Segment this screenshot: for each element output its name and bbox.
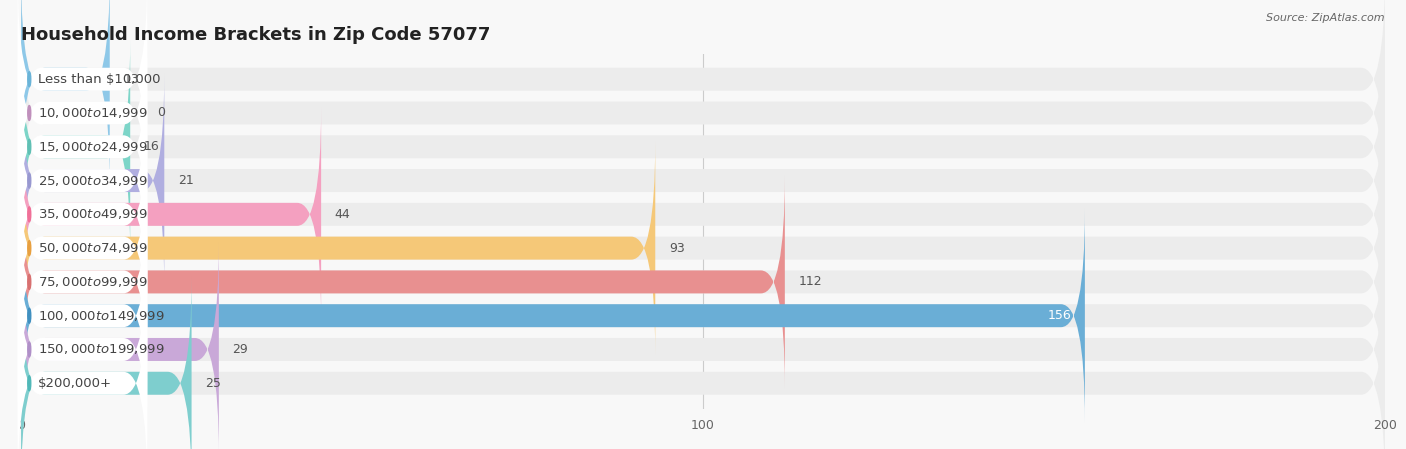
Circle shape	[28, 72, 31, 87]
Circle shape	[28, 342, 31, 357]
Text: $15,000 to $24,999: $15,000 to $24,999	[38, 140, 148, 154]
FancyBboxPatch shape	[18, 108, 148, 321]
Text: $10,000 to $14,999: $10,000 to $14,999	[38, 106, 148, 120]
Text: $35,000 to $49,999: $35,000 to $49,999	[38, 207, 148, 221]
Text: 44: 44	[335, 208, 350, 221]
Text: 156: 156	[1047, 309, 1071, 322]
FancyBboxPatch shape	[21, 0, 1385, 186]
Text: 112: 112	[799, 275, 823, 288]
Text: $25,000 to $34,999: $25,000 to $34,999	[38, 174, 148, 188]
Text: $50,000 to $74,999: $50,000 to $74,999	[38, 241, 148, 255]
FancyBboxPatch shape	[18, 74, 148, 287]
FancyBboxPatch shape	[21, 209, 1085, 423]
FancyBboxPatch shape	[21, 6, 1385, 220]
FancyBboxPatch shape	[18, 175, 148, 389]
Text: Less than $10,000: Less than $10,000	[38, 73, 160, 86]
Circle shape	[28, 241, 31, 255]
FancyBboxPatch shape	[21, 277, 191, 449]
Text: 93: 93	[669, 242, 685, 255]
FancyBboxPatch shape	[18, 6, 148, 220]
Circle shape	[28, 139, 31, 154]
FancyBboxPatch shape	[21, 175, 785, 389]
Circle shape	[28, 274, 31, 289]
Circle shape	[28, 376, 31, 391]
FancyBboxPatch shape	[18, 243, 148, 449]
Circle shape	[28, 106, 31, 120]
FancyBboxPatch shape	[21, 243, 1385, 449]
FancyBboxPatch shape	[18, 0, 148, 186]
Text: 16: 16	[143, 140, 160, 153]
Circle shape	[28, 308, 31, 323]
Text: $100,000 to $149,999: $100,000 to $149,999	[38, 309, 165, 323]
Text: 0: 0	[157, 106, 166, 119]
FancyBboxPatch shape	[18, 40, 148, 254]
FancyBboxPatch shape	[18, 141, 148, 355]
FancyBboxPatch shape	[21, 108, 321, 321]
Text: 21: 21	[179, 174, 194, 187]
Text: 25: 25	[205, 377, 221, 390]
Text: Household Income Brackets in Zip Code 57077: Household Income Brackets in Zip Code 57…	[21, 26, 491, 44]
Circle shape	[28, 207, 31, 222]
FancyBboxPatch shape	[21, 277, 1385, 449]
Text: $75,000 to $99,999: $75,000 to $99,999	[38, 275, 148, 289]
Text: $150,000 to $199,999: $150,000 to $199,999	[38, 343, 165, 357]
FancyBboxPatch shape	[21, 40, 1385, 254]
Text: Source: ZipAtlas.com: Source: ZipAtlas.com	[1267, 13, 1385, 23]
FancyBboxPatch shape	[21, 0, 110, 186]
Text: 13: 13	[124, 73, 139, 86]
FancyBboxPatch shape	[21, 74, 165, 287]
FancyBboxPatch shape	[18, 277, 148, 449]
FancyBboxPatch shape	[21, 141, 655, 355]
FancyBboxPatch shape	[21, 141, 1385, 355]
FancyBboxPatch shape	[18, 209, 148, 423]
FancyBboxPatch shape	[21, 175, 1385, 389]
Text: $200,000+: $200,000+	[38, 377, 112, 390]
FancyBboxPatch shape	[21, 74, 1385, 287]
FancyBboxPatch shape	[21, 209, 1385, 423]
FancyBboxPatch shape	[21, 40, 131, 254]
Circle shape	[28, 173, 31, 188]
FancyBboxPatch shape	[21, 108, 1385, 321]
Text: 29: 29	[232, 343, 249, 356]
FancyBboxPatch shape	[21, 243, 219, 449]
